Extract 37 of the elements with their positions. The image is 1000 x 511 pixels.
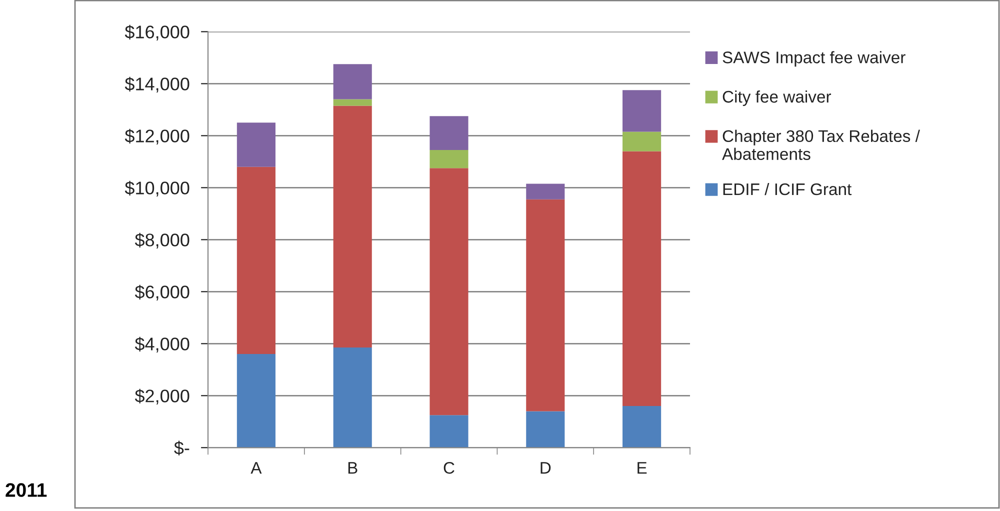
x-tick-label: E [638,462,647,474]
y-tick-label: $8,000 [134,232,190,249]
bar [333,106,372,348]
y-tick-label: $16,000 [124,24,190,41]
bar [236,122,276,167]
bar [526,411,565,448]
y-tick-label: $12,000 [124,128,190,145]
y-tick-label: $2,000 [134,388,190,404]
bar [430,415,468,448]
x-tick-label: D [540,462,551,474]
legend-label: City fee waiver [722,90,832,106]
legend-label: EDIF / ICIF Grant [723,182,852,196]
y-tick-label: $- [174,440,190,456]
bar [622,132,662,152]
x-tick-label: B [348,462,358,474]
bar [333,64,372,100]
bar [430,150,468,168]
bar [333,348,372,448]
bar [622,151,662,406]
bar [236,166,276,354]
legend-label: SAWS Impact fee waiver [722,51,906,67]
y-tick-label: $6,000 [134,284,190,301]
bar [622,406,662,448]
x-tick-label: A [250,462,262,474]
y-tick-label: $10,000 [124,180,190,197]
text: 2011 [6,483,47,497]
y-tick-label: $4,000 [134,336,190,352]
bar [526,184,565,200]
y-tick-label: $14,000 [124,76,190,93]
bar [333,99,372,106]
legend-label: Chapter 380 Tax Rebates / Abatements [722,130,920,160]
x-tick-label: C [444,462,454,474]
bar [236,354,276,448]
bar [430,116,468,150]
bar [622,90,662,132]
bar [430,168,468,416]
bar [526,199,565,412]
